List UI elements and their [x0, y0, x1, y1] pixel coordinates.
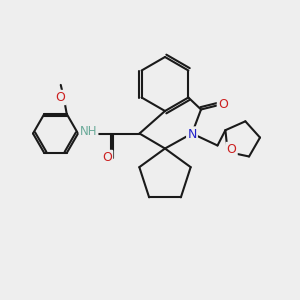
- Text: O: O: [218, 98, 228, 112]
- Text: O: O: [55, 91, 65, 104]
- Text: O: O: [226, 143, 236, 156]
- Text: NH: NH: [80, 124, 97, 138]
- Text: N: N: [187, 128, 197, 141]
- Text: O: O: [102, 151, 112, 164]
